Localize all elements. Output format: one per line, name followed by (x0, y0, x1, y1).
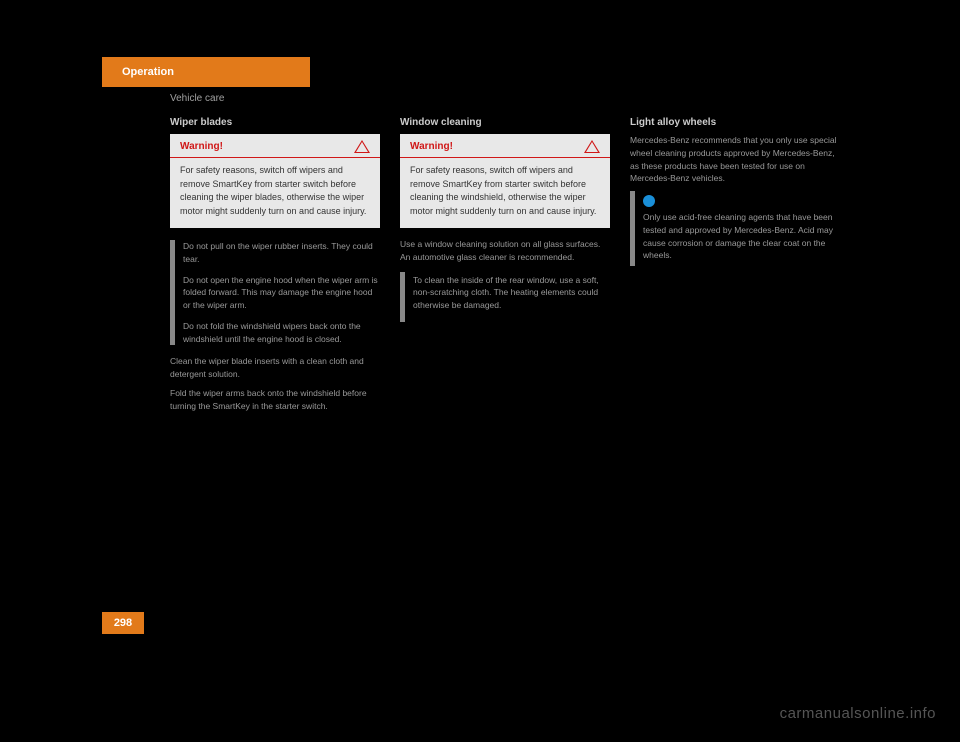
body-text: Mercedes-Benz recommends that you only u… (630, 134, 840, 185)
warning-triangle-icon (354, 140, 370, 153)
body-text: Clean the wiper blade inserts with a cle… (170, 355, 380, 381)
warning-body: For safety reasons, switch off wipers an… (400, 158, 610, 228)
note-block: Do not pull on the wiper rubber inserts.… (170, 240, 380, 345)
warning-title: Warning! (410, 141, 453, 152)
warning-header: Warning! (170, 134, 380, 158)
content-columns: Wiper blades Warning! For safety reasons… (170, 117, 840, 418)
warning-box: Warning! For safety reasons, switch off … (170, 134, 380, 228)
body-text: Fold the wiper arms back onto the windsh… (170, 387, 380, 413)
section-tab: Operation (102, 57, 310, 87)
page-number: 298 (114, 617, 132, 629)
warning-header: Warning! (400, 134, 610, 158)
page-number-box: 298 (102, 612, 144, 634)
body-text: Use a window cleaning solution on all gl… (400, 238, 610, 264)
column-1: Wiper blades Warning! For safety reasons… (170, 117, 380, 418)
note-block: To clean the inside of the rear window, … (400, 272, 610, 322)
section-sublabel: Vehicle care (170, 93, 224, 104)
warning-body: For safety reasons, switch off wipers an… (170, 158, 380, 228)
note-text: Do not open the engine hood when the wip… (183, 274, 380, 312)
column-2: Window cleaning Warning! For safety reas… (400, 117, 610, 418)
col1-heading: Wiper blades (170, 117, 380, 128)
note-text: Do not fold the windshield wipers back o… (183, 320, 380, 346)
manual-page: Operation Vehicle care Wiper blades Warn… (102, 57, 802, 657)
col2-heading: Window cleaning (400, 117, 610, 128)
warning-title: Warning! (180, 141, 223, 152)
note-text: To clean the inside of the rear window, … (413, 274, 610, 312)
note-text: Do not pull on the wiper rubber inserts.… (183, 240, 380, 266)
info-text: Only use acid-free cleaning agents that … (643, 211, 840, 262)
warning-box: Warning! For safety reasons, switch off … (400, 134, 610, 228)
info-block: Only use acid-free cleaning agents that … (630, 191, 840, 266)
watermark: carmanualsonline.info (780, 705, 936, 722)
column-3: Light alloy wheels Mercedes-Benz recomme… (630, 117, 840, 418)
warning-triangle-icon (584, 140, 600, 153)
col3-heading: Light alloy wheels (630, 117, 840, 128)
section-tab-label: Operation (122, 66, 174, 78)
info-dot-icon (643, 195, 655, 207)
